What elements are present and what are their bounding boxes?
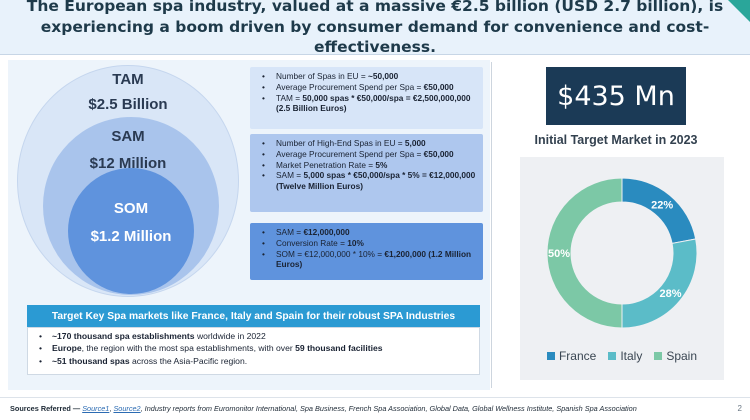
tam-label: TAM bbox=[112, 71, 144, 88]
som-value: $1.2 Million bbox=[90, 228, 172, 245]
sam-detail-item: SAM = 5,000 spas * €50,000/spa * 5% = €1… bbox=[258, 170, 477, 192]
sam-details-box: Number of High-End Spas in EU = 5,000 Av… bbox=[250, 134, 483, 212]
list-item: ~170 thousand spa establishments worldwi… bbox=[34, 330, 473, 343]
tam-details-box: Number of Spas in EU = ~50,000 Average P… bbox=[250, 67, 483, 129]
legend-item-spain: Spain bbox=[654, 349, 697, 363]
list-item: Europe, the region with the most spa est… bbox=[34, 342, 473, 355]
slide-title-bar: The European spa industry, valued at a m… bbox=[0, 0, 750, 57]
target-market-value: $435 Mn bbox=[546, 67, 686, 125]
legend-swatch bbox=[546, 352, 555, 360]
data-label-france: 22% bbox=[651, 199, 673, 211]
tam-detail-item: TAM = 50,000 spas * €50,000/spa = €2,500… bbox=[258, 93, 477, 115]
donut-chart: 22% 28% 50% bbox=[546, 177, 698, 329]
markets-header: Target Key Spa markets like France, Ital… bbox=[27, 305, 480, 327]
sam-detail-item: Number of High-End Spas in EU = 5,000 bbox=[258, 138, 477, 149]
som-details-box: SAM = €12,000,000 Conversion Rate = 10% … bbox=[250, 223, 483, 280]
market-share-chart: 22% 28% 50% France Italy Spain bbox=[520, 157, 724, 380]
som-detail-item: SAM = €12,000,000 bbox=[258, 227, 477, 238]
sam-detail-item: Average Procurement Spend per Spa = €50,… bbox=[258, 149, 477, 160]
donut-slice-italy bbox=[621, 238, 698, 329]
data-label-spain: 50% bbox=[548, 248, 570, 260]
sources-label: Sources Referred — bbox=[10, 404, 83, 413]
legend-label: Italy bbox=[620, 349, 643, 363]
vertical-divider bbox=[491, 62, 492, 388]
data-label-italy: 28% bbox=[660, 288, 682, 300]
list-item: ~51 thousand spas across the Asia-Pacifi… bbox=[34, 355, 473, 368]
som-detail-item: Conversion Rate = 10% bbox=[258, 238, 477, 249]
slide-title: The European spa industry, valued at a m… bbox=[26, 0, 724, 57]
legend-item-italy: Italy bbox=[608, 349, 642, 363]
som-label: SOM bbox=[113, 200, 149, 217]
legend-label: France bbox=[558, 349, 597, 363]
corner-accent bbox=[728, 0, 750, 22]
sam-label: SAM bbox=[111, 128, 145, 145]
legend-item-france: France bbox=[546, 349, 597, 363]
som-detail-item: SOM = €12,000,000 * 10% = €1,200,000 (1.… bbox=[258, 249, 477, 271]
legend-label: Spain bbox=[666, 349, 698, 363]
chart-legend: France Italy Spain bbox=[520, 349, 724, 363]
som-circle bbox=[68, 168, 194, 294]
legend-swatch bbox=[608, 352, 617, 360]
sources-text: , Industry reports from Euromonitor Inte… bbox=[140, 404, 637, 413]
donut-slice-spain bbox=[546, 177, 623, 329]
sam-value: $12 Million bbox=[89, 155, 167, 172]
sources-footer: Sources Referred — Source1, Source2, Ind… bbox=[0, 397, 750, 420]
tam-value: $2.5 Billion bbox=[88, 96, 168, 113]
tam-detail-item: Average Procurement Spend per Spa = €50,… bbox=[258, 82, 477, 93]
markets-list: ~170 thousand spa establishments worldwi… bbox=[27, 327, 480, 375]
sam-detail-item: Market Penetration Rate = 5% bbox=[258, 160, 477, 171]
source-link-2[interactable]: Source2 bbox=[113, 404, 141, 413]
tam-detail-item: Number of Spas in EU = ~50,000 bbox=[258, 71, 477, 82]
target-market-label: Initial Target Market in 2023 bbox=[534, 133, 698, 147]
page-number: 2 bbox=[737, 404, 742, 413]
source-link-1[interactable]: Source1 bbox=[82, 404, 110, 413]
legend-swatch bbox=[654, 352, 663, 360]
